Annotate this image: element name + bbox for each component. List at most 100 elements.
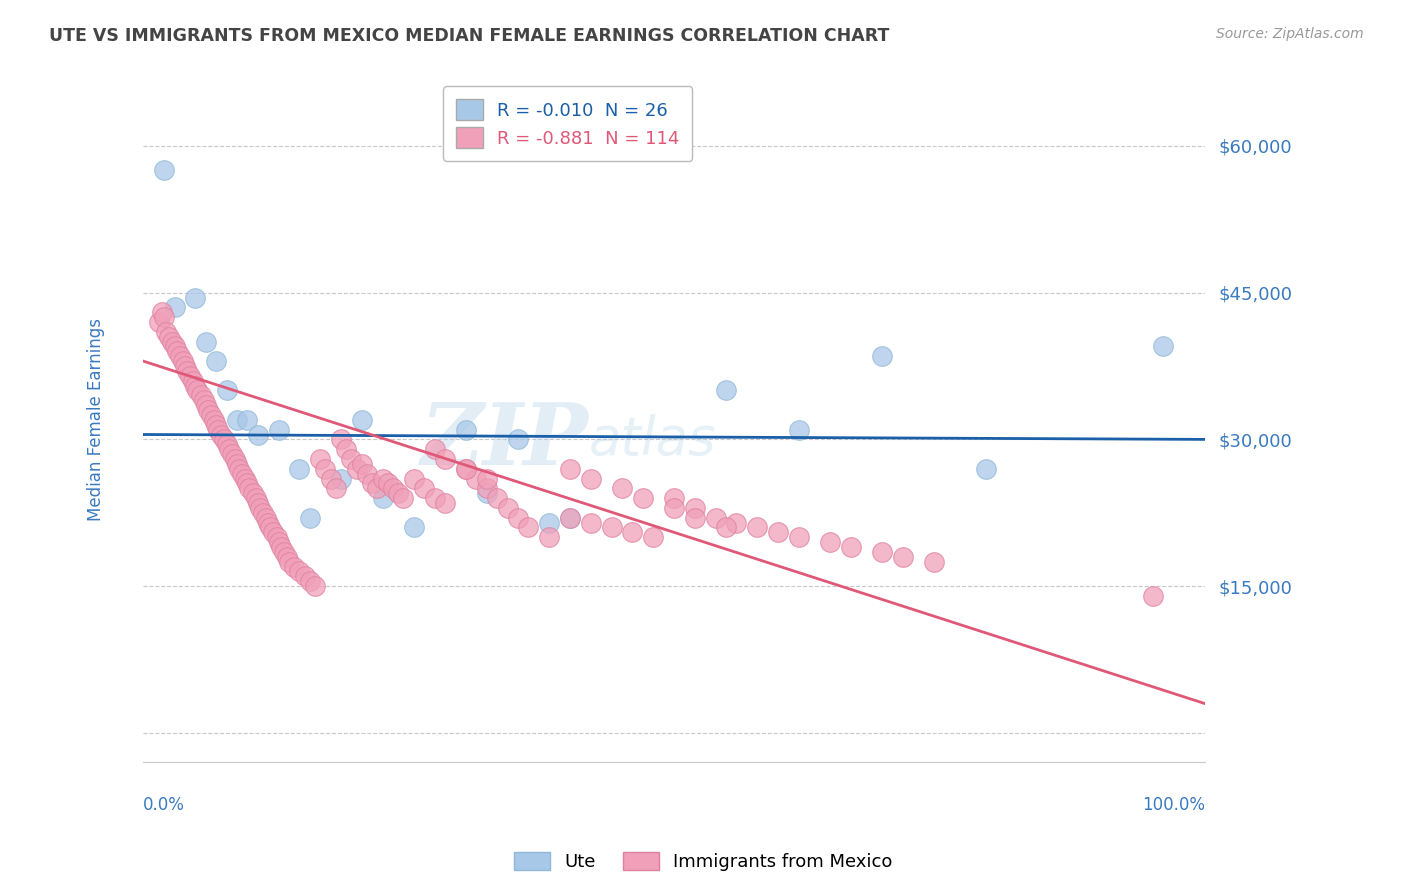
Point [631, 491, 654, 505]
Text: UTE VS IMMIGRANTS FROM MEXICO MEDIAN FEMALE EARNINGS CORRELATION CHART: UTE VS IMMIGRANTS FROM MEXICO MEDIAN FEM… [49, 27, 890, 45]
Point [579, 516, 602, 530]
Point [350, 457, 373, 471]
Legend: Ute, Immigrants from Mexico: Ute, Immigrants from Mexico [506, 845, 900, 879]
Point [922, 555, 945, 569]
Point [382, 481, 405, 495]
Point [766, 525, 789, 540]
Point [319, 471, 342, 485]
Point [215, 384, 238, 398]
Text: Source: ZipAtlas.com: Source: ZipAtlas.com [1216, 27, 1364, 41]
Point [818, 535, 841, 549]
Point [538, 516, 561, 530]
Point [163, 339, 186, 353]
Point [371, 491, 394, 505]
Point [288, 461, 311, 475]
Point [475, 481, 498, 495]
Point [166, 344, 188, 359]
Point [506, 433, 529, 447]
Point [176, 364, 198, 378]
Point [150, 305, 173, 319]
Point [207, 423, 229, 437]
Point [276, 549, 298, 564]
Point [186, 384, 208, 398]
Point [205, 354, 228, 368]
Point [558, 510, 581, 524]
Point [870, 545, 893, 559]
Point [413, 481, 436, 495]
Point [506, 510, 529, 524]
Point [236, 413, 259, 427]
Point [215, 437, 238, 451]
Point [221, 447, 243, 461]
Point [224, 452, 246, 467]
Point [294, 569, 316, 583]
Point [356, 467, 378, 481]
Point [228, 461, 250, 475]
Point [714, 384, 737, 398]
Point [236, 476, 259, 491]
Point [610, 481, 633, 495]
Point [643, 530, 665, 544]
Point [214, 433, 236, 447]
Point [194, 334, 217, 349]
Point [197, 403, 219, 417]
Point [194, 398, 217, 412]
Point [278, 555, 301, 569]
Point [254, 510, 277, 524]
Point [475, 486, 498, 500]
Point [163, 301, 186, 315]
Point [273, 545, 295, 559]
Point [579, 471, 602, 485]
Point [270, 540, 292, 554]
Point [266, 530, 288, 544]
Point [600, 520, 623, 534]
Point [209, 427, 232, 442]
Point [298, 510, 321, 524]
Point [1142, 589, 1164, 603]
Point [392, 491, 415, 505]
Point [423, 442, 446, 457]
Point [304, 579, 326, 593]
Point [517, 520, 540, 534]
Point [621, 525, 644, 540]
Point [259, 520, 281, 534]
Point [714, 520, 737, 534]
Point [148, 315, 170, 329]
Point [870, 349, 893, 363]
Point [233, 471, 256, 485]
Point [246, 496, 269, 510]
Point [454, 423, 477, 437]
Point [465, 471, 488, 485]
Point [245, 491, 267, 505]
Point [238, 481, 260, 495]
Point [184, 291, 207, 305]
Point [179, 368, 201, 383]
Point [662, 500, 685, 515]
Text: 100.0%: 100.0% [1142, 797, 1205, 814]
Point [346, 461, 368, 475]
Point [496, 500, 519, 515]
Point [350, 413, 373, 427]
Point [371, 471, 394, 485]
Text: 0.0%: 0.0% [143, 797, 186, 814]
Point [423, 491, 446, 505]
Point [486, 491, 509, 505]
Point [226, 457, 249, 471]
Point [454, 461, 477, 475]
Point [190, 388, 212, 402]
Point [267, 423, 290, 437]
Point [538, 530, 561, 544]
Point [683, 500, 706, 515]
Point [402, 520, 425, 534]
Point [157, 329, 180, 343]
Point [361, 476, 384, 491]
Point [267, 535, 290, 549]
Legend: R = -0.010  N = 26, R = -0.881  N = 114: R = -0.010 N = 26, R = -0.881 N = 114 [443, 87, 693, 161]
Point [205, 417, 228, 432]
Point [335, 442, 357, 457]
Point [974, 461, 997, 475]
Point [169, 349, 191, 363]
Point [387, 486, 409, 500]
Point [325, 481, 347, 495]
Point [226, 413, 249, 427]
